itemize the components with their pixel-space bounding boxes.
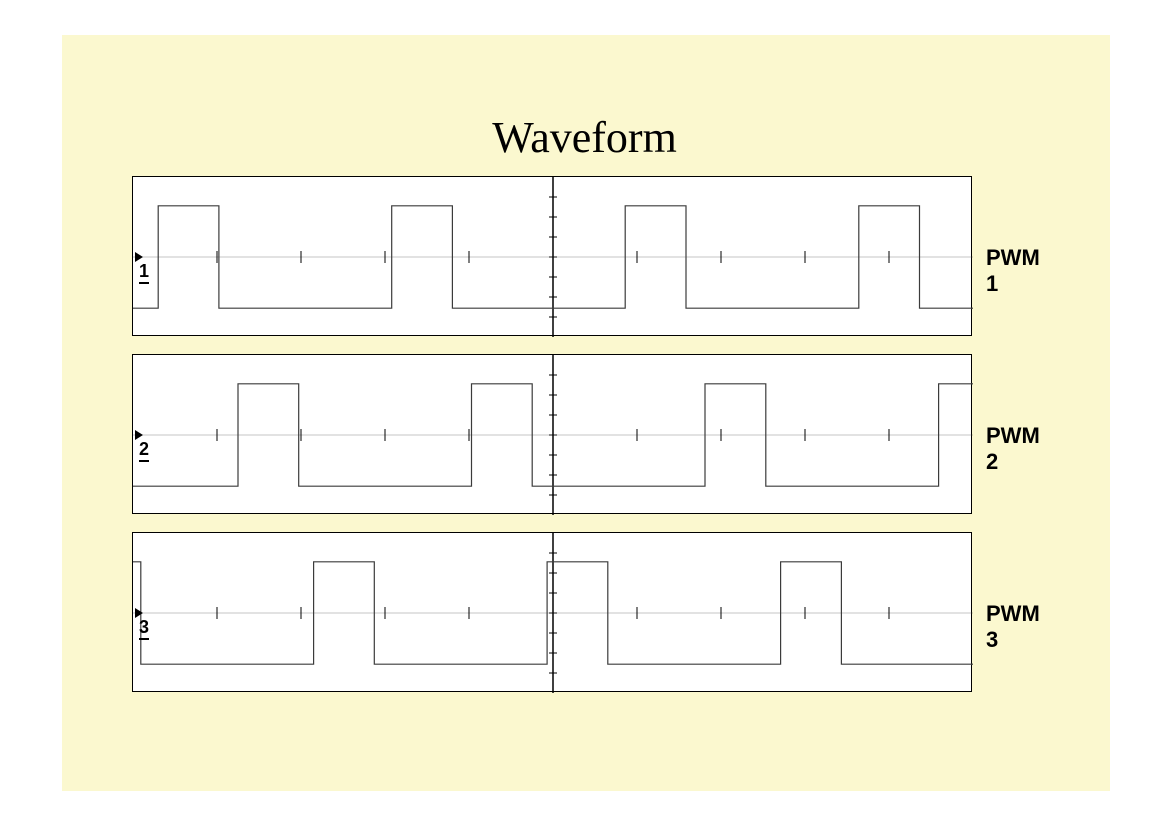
scope-panel: 1 [132, 176, 972, 336]
scope-svg [133, 355, 973, 515]
oscilloscope-area: 1PWM 12PWM 23PWM 3 [132, 176, 972, 696]
channel-label: PWM 3 [986, 601, 1040, 653]
scope-panel: 3 [132, 532, 972, 692]
channel-label: PWM 2 [986, 423, 1040, 475]
channel-label: PWM 1 [986, 245, 1040, 297]
channel-number: 1 [139, 261, 149, 284]
slide-title: Waveform [0, 112, 1169, 163]
scope-svg [133, 177, 973, 337]
scope-svg [133, 533, 973, 693]
channel-number: 3 [139, 617, 149, 640]
scope-panel: 2 [132, 354, 972, 514]
channel-number: 2 [139, 439, 149, 462]
